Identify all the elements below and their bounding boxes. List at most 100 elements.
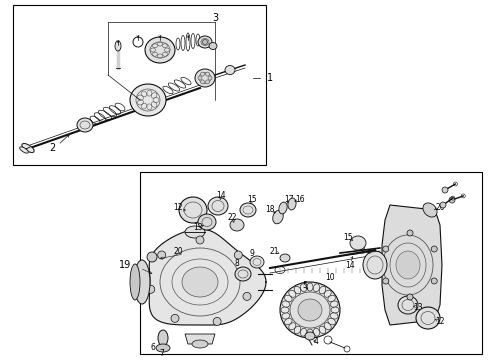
- Ellipse shape: [196, 236, 204, 244]
- Ellipse shape: [314, 284, 319, 292]
- Ellipse shape: [423, 203, 437, 217]
- Ellipse shape: [282, 313, 290, 319]
- Text: 18: 18: [265, 206, 275, 215]
- Ellipse shape: [307, 283, 313, 291]
- Ellipse shape: [279, 202, 287, 214]
- Polygon shape: [395, 210, 440, 320]
- Text: 15: 15: [247, 195, 257, 204]
- Bar: [13, 5, 266, 165]
- Ellipse shape: [182, 267, 218, 297]
- Ellipse shape: [243, 292, 251, 300]
- Text: 14: 14: [216, 190, 226, 199]
- Ellipse shape: [20, 147, 28, 153]
- Ellipse shape: [398, 296, 418, 314]
- Ellipse shape: [431, 278, 437, 284]
- Text: 19: 19: [119, 260, 131, 270]
- Text: 4: 4: [314, 338, 318, 346]
- Ellipse shape: [280, 282, 340, 338]
- Text: 15: 15: [343, 233, 353, 242]
- Ellipse shape: [328, 318, 336, 325]
- Ellipse shape: [350, 236, 366, 250]
- Ellipse shape: [294, 286, 301, 294]
- Ellipse shape: [134, 260, 150, 304]
- Ellipse shape: [331, 307, 339, 313]
- Ellipse shape: [198, 36, 212, 48]
- Ellipse shape: [208, 76, 212, 80]
- Ellipse shape: [289, 290, 296, 297]
- Ellipse shape: [383, 278, 389, 284]
- Text: 16: 16: [295, 195, 305, 204]
- Ellipse shape: [407, 294, 413, 300]
- Ellipse shape: [115, 41, 121, 51]
- Ellipse shape: [147, 252, 157, 262]
- Text: 10: 10: [325, 274, 335, 283]
- Ellipse shape: [298, 299, 322, 321]
- Text: 11: 11: [357, 243, 367, 252]
- Ellipse shape: [416, 307, 440, 329]
- Ellipse shape: [288, 198, 296, 210]
- Text: 7: 7: [160, 348, 165, 357]
- Ellipse shape: [289, 323, 296, 330]
- Ellipse shape: [130, 84, 166, 116]
- Ellipse shape: [383, 246, 389, 252]
- Ellipse shape: [282, 301, 290, 307]
- Text: 8: 8: [235, 260, 240, 269]
- Ellipse shape: [363, 251, 387, 279]
- Text: 14: 14: [345, 261, 355, 270]
- Ellipse shape: [307, 329, 313, 337]
- Bar: [140, 172, 482, 354]
- Ellipse shape: [209, 42, 217, 49]
- Text: 3: 3: [212, 13, 218, 23]
- Ellipse shape: [158, 330, 168, 346]
- Text: 21: 21: [269, 247, 279, 256]
- Ellipse shape: [328, 295, 336, 302]
- Ellipse shape: [145, 37, 175, 63]
- Text: 1: 1: [267, 73, 273, 83]
- Ellipse shape: [205, 80, 210, 84]
- Ellipse shape: [77, 118, 93, 132]
- Ellipse shape: [407, 230, 413, 236]
- Ellipse shape: [208, 197, 228, 215]
- Ellipse shape: [235, 267, 251, 281]
- Ellipse shape: [442, 187, 448, 193]
- Ellipse shape: [198, 214, 216, 230]
- Ellipse shape: [230, 219, 244, 231]
- Ellipse shape: [431, 246, 437, 252]
- Text: 22: 22: [227, 213, 237, 222]
- Ellipse shape: [449, 197, 455, 203]
- Ellipse shape: [280, 254, 290, 262]
- Ellipse shape: [285, 295, 292, 302]
- Ellipse shape: [156, 344, 170, 352]
- Text: 20: 20: [173, 248, 183, 256]
- Ellipse shape: [305, 332, 315, 340]
- Ellipse shape: [179, 197, 207, 223]
- Ellipse shape: [396, 251, 420, 279]
- Ellipse shape: [171, 314, 179, 322]
- Ellipse shape: [147, 285, 155, 293]
- Text: 13: 13: [413, 303, 423, 312]
- Ellipse shape: [198, 76, 202, 80]
- Text: 13: 13: [193, 224, 203, 233]
- Ellipse shape: [300, 328, 307, 336]
- Ellipse shape: [240, 203, 256, 217]
- Polygon shape: [185, 334, 215, 344]
- Ellipse shape: [205, 72, 210, 76]
- Text: 9: 9: [249, 248, 254, 257]
- Ellipse shape: [202, 40, 207, 45]
- Polygon shape: [149, 229, 266, 325]
- Ellipse shape: [273, 210, 283, 224]
- Ellipse shape: [213, 318, 221, 325]
- Text: 5: 5: [302, 280, 307, 289]
- Ellipse shape: [22, 144, 34, 153]
- Ellipse shape: [319, 286, 326, 294]
- Ellipse shape: [294, 326, 301, 334]
- Text: 12: 12: [173, 203, 183, 212]
- Text: 6: 6: [150, 343, 155, 352]
- Ellipse shape: [195, 69, 215, 87]
- Polygon shape: [382, 205, 442, 325]
- Ellipse shape: [130, 264, 140, 300]
- Ellipse shape: [314, 328, 319, 336]
- Ellipse shape: [324, 290, 331, 297]
- Ellipse shape: [200, 72, 204, 76]
- Text: 12: 12: [435, 318, 445, 327]
